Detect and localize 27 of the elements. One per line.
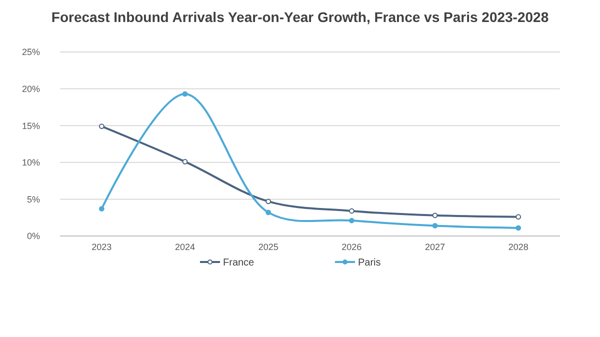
point bbox=[266, 210, 272, 216]
point bbox=[432, 212, 438, 218]
point bbox=[98, 124, 104, 130]
point bbox=[348, 208, 354, 214]
point bbox=[182, 158, 188, 164]
y-tick-label: 20% bbox=[22, 84, 40, 94]
y-tick-label: 10% bbox=[22, 158, 40, 168]
point bbox=[348, 218, 354, 224]
chart-title: Forecast Inbound Arrivals Year-on-Year Growth, France vs Paris 2023-2028 bbox=[51, 9, 549, 25]
y-tick-label: 25% bbox=[22, 47, 40, 58]
y-tick-label: 5% bbox=[26, 194, 40, 204]
legend-label: Paris bbox=[358, 258, 381, 268]
y-tick-label: 15% bbox=[22, 120, 40, 131]
y-tick-label: 0% bbox=[26, 231, 40, 242]
x-tick-label: 2028 bbox=[508, 242, 528, 252]
x-tick-label: 2024 bbox=[174, 242, 196, 252]
x-tick-label: 2027 bbox=[424, 242, 446, 252]
x-tick-label: 2026 bbox=[342, 242, 362, 252]
legend-label: France bbox=[223, 258, 255, 268]
point bbox=[98, 206, 104, 212]
point bbox=[516, 225, 522, 231]
point bbox=[432, 222, 438, 228]
point bbox=[182, 91, 188, 97]
point bbox=[266, 198, 272, 204]
x-tick-label: 2023 bbox=[92, 242, 112, 252]
x-tick-label: 2025 bbox=[258, 242, 278, 252]
point bbox=[516, 214, 522, 220]
